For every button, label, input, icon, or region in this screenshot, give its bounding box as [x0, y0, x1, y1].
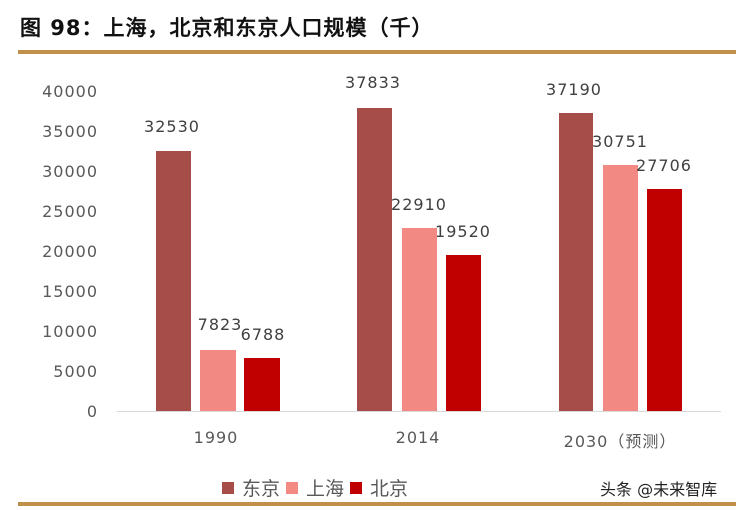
legend-swatch-tokyo — [222, 481, 234, 494]
bar-shanghai-1990 — [200, 350, 236, 411]
data-label: 27706 — [636, 156, 692, 175]
bar-tokyo-2014 — [357, 108, 392, 411]
x-label: 1990 — [193, 428, 239, 447]
legend-label: 上海 — [306, 478, 345, 500]
legend: 东京 上海 北京 — [222, 474, 414, 501]
data-label: 30751 — [592, 132, 648, 151]
legend-swatch-shanghai — [286, 481, 299, 494]
y-tick: 15000 — [42, 282, 98, 301]
y-tick: 25000 — [42, 202, 98, 221]
data-label: 19520 — [435, 222, 491, 241]
x-axis-line — [117, 411, 721, 412]
y-tick: 0 — [86, 402, 98, 421]
y-tick: 5000 — [53, 362, 98, 381]
legend-item-shanghai: 上海 — [286, 474, 344, 501]
watermark: 头条 @未来智库 — [600, 480, 718, 499]
y-tick: 20000 — [42, 242, 98, 261]
legend-item-tokyo: 东京 — [222, 474, 280, 501]
top-divider — [18, 50, 736, 54]
y-tick: 35000 — [42, 122, 98, 141]
data-label: 22910 — [391, 195, 447, 214]
legend-swatch-beijing — [350, 481, 363, 494]
bar-tokyo-1990 — [156, 151, 191, 411]
bar-beijing-2030 — [647, 189, 682, 411]
data-label: 6788 — [240, 325, 286, 344]
chart-title: 图 98：上海，北京和东京人口规模（千） — [20, 16, 434, 40]
data-label: 37190 — [546, 80, 602, 99]
bar-shanghai-2014 — [402, 228, 437, 411]
legend-label: 北京 — [370, 478, 409, 500]
data-label: 7823 — [197, 315, 243, 334]
data-label: 37833 — [345, 73, 401, 92]
bar-shanghai-2030 — [603, 165, 638, 411]
x-label: 2014 — [395, 428, 441, 447]
bottom-divider — [18, 502, 736, 506]
bar-beijing-2014 — [446, 255, 481, 411]
bar-beijing-1990 — [244, 358, 280, 411]
x-label: 2030（预测） — [563, 432, 677, 451]
legend-label: 东京 — [242, 478, 281, 500]
data-label: 32530 — [144, 117, 200, 136]
y-tick: 30000 — [42, 162, 98, 181]
bar-tokyo-2030 — [559, 113, 593, 411]
y-tick: 40000 — [42, 82, 98, 101]
y-tick: 10000 — [42, 322, 98, 341]
legend-item-beijing: 北京 — [350, 474, 408, 501]
